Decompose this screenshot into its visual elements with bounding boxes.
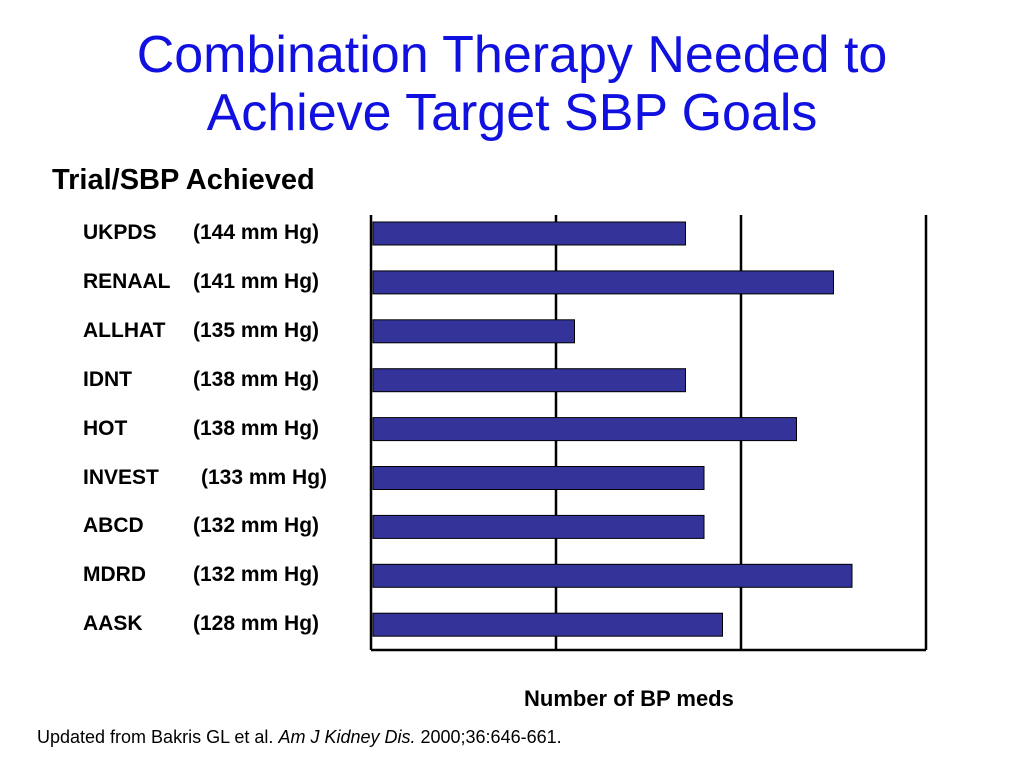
citation-journal: Am J Kidney Dis. (278, 727, 416, 747)
trial-sbp-ukpds: (144 mm Hg) (193, 221, 320, 244)
trial-name-ukpds: UKPDS (83, 221, 157, 244)
trial-name-allhat: ALLHAT (83, 318, 166, 342)
citation-prefix: Updated from Bakris GL et al. (37, 727, 279, 747)
trial-name-aask: AASK (83, 612, 143, 636)
trial-sbp-hot: (138 mm Hg) (193, 416, 320, 440)
title-line-1: Combination Therapy Needed to (136, 26, 888, 84)
bar-hot (372, 417, 797, 442)
trial-sbp-abcd: (132 mm Hg) (193, 514, 320, 538)
trial-sbp-allhat: (135 mm Hg) (193, 318, 320, 342)
trial-sbp-invest: (133 mm Hg) (201, 465, 328, 489)
x-axis-label: Number of BP meds (524, 686, 734, 711)
trial-sbp-mdrd: (132 mm Hg) (193, 563, 320, 587)
y-axis-header: Trial/SBP Achieved (52, 164, 315, 196)
bar-allhat (372, 319, 575, 344)
citation: Updated from Bakris GL et al. Am J Kidne… (37, 727, 562, 748)
bar-abcd (372, 514, 705, 539)
trial-name-renaal: RENAAL (83, 269, 171, 293)
bar-mdrd (372, 563, 853, 588)
bar-renaal (372, 270, 834, 295)
bar-aask (372, 612, 723, 637)
bar-idnt (372, 368, 686, 393)
title-line-2: Achieve Target SBP Goals (206, 84, 818, 142)
trial-sbp-aask: (128 mm Hg) (193, 612, 320, 636)
trial-name-mdrd: MDRD (83, 563, 146, 587)
bar-invest (372, 466, 705, 490)
slide-title: Combination Therapy Needed to Achieve Ta… (0, 26, 1024, 142)
trial-name-idnt: IDNT (83, 367, 132, 391)
citation-suffix: 2000;36:646-661. (415, 727, 562, 747)
trial-name-invest: INVEST (83, 465, 159, 489)
trial-name-abcd: ABCD (83, 514, 144, 538)
trial-sbp-idnt: (138 mm Hg) (193, 367, 320, 391)
bar-ukpds (372, 221, 686, 246)
trial-sbp-renaal: (141 mm Hg) (193, 269, 320, 293)
trial-name-hot: HOT (83, 416, 128, 440)
